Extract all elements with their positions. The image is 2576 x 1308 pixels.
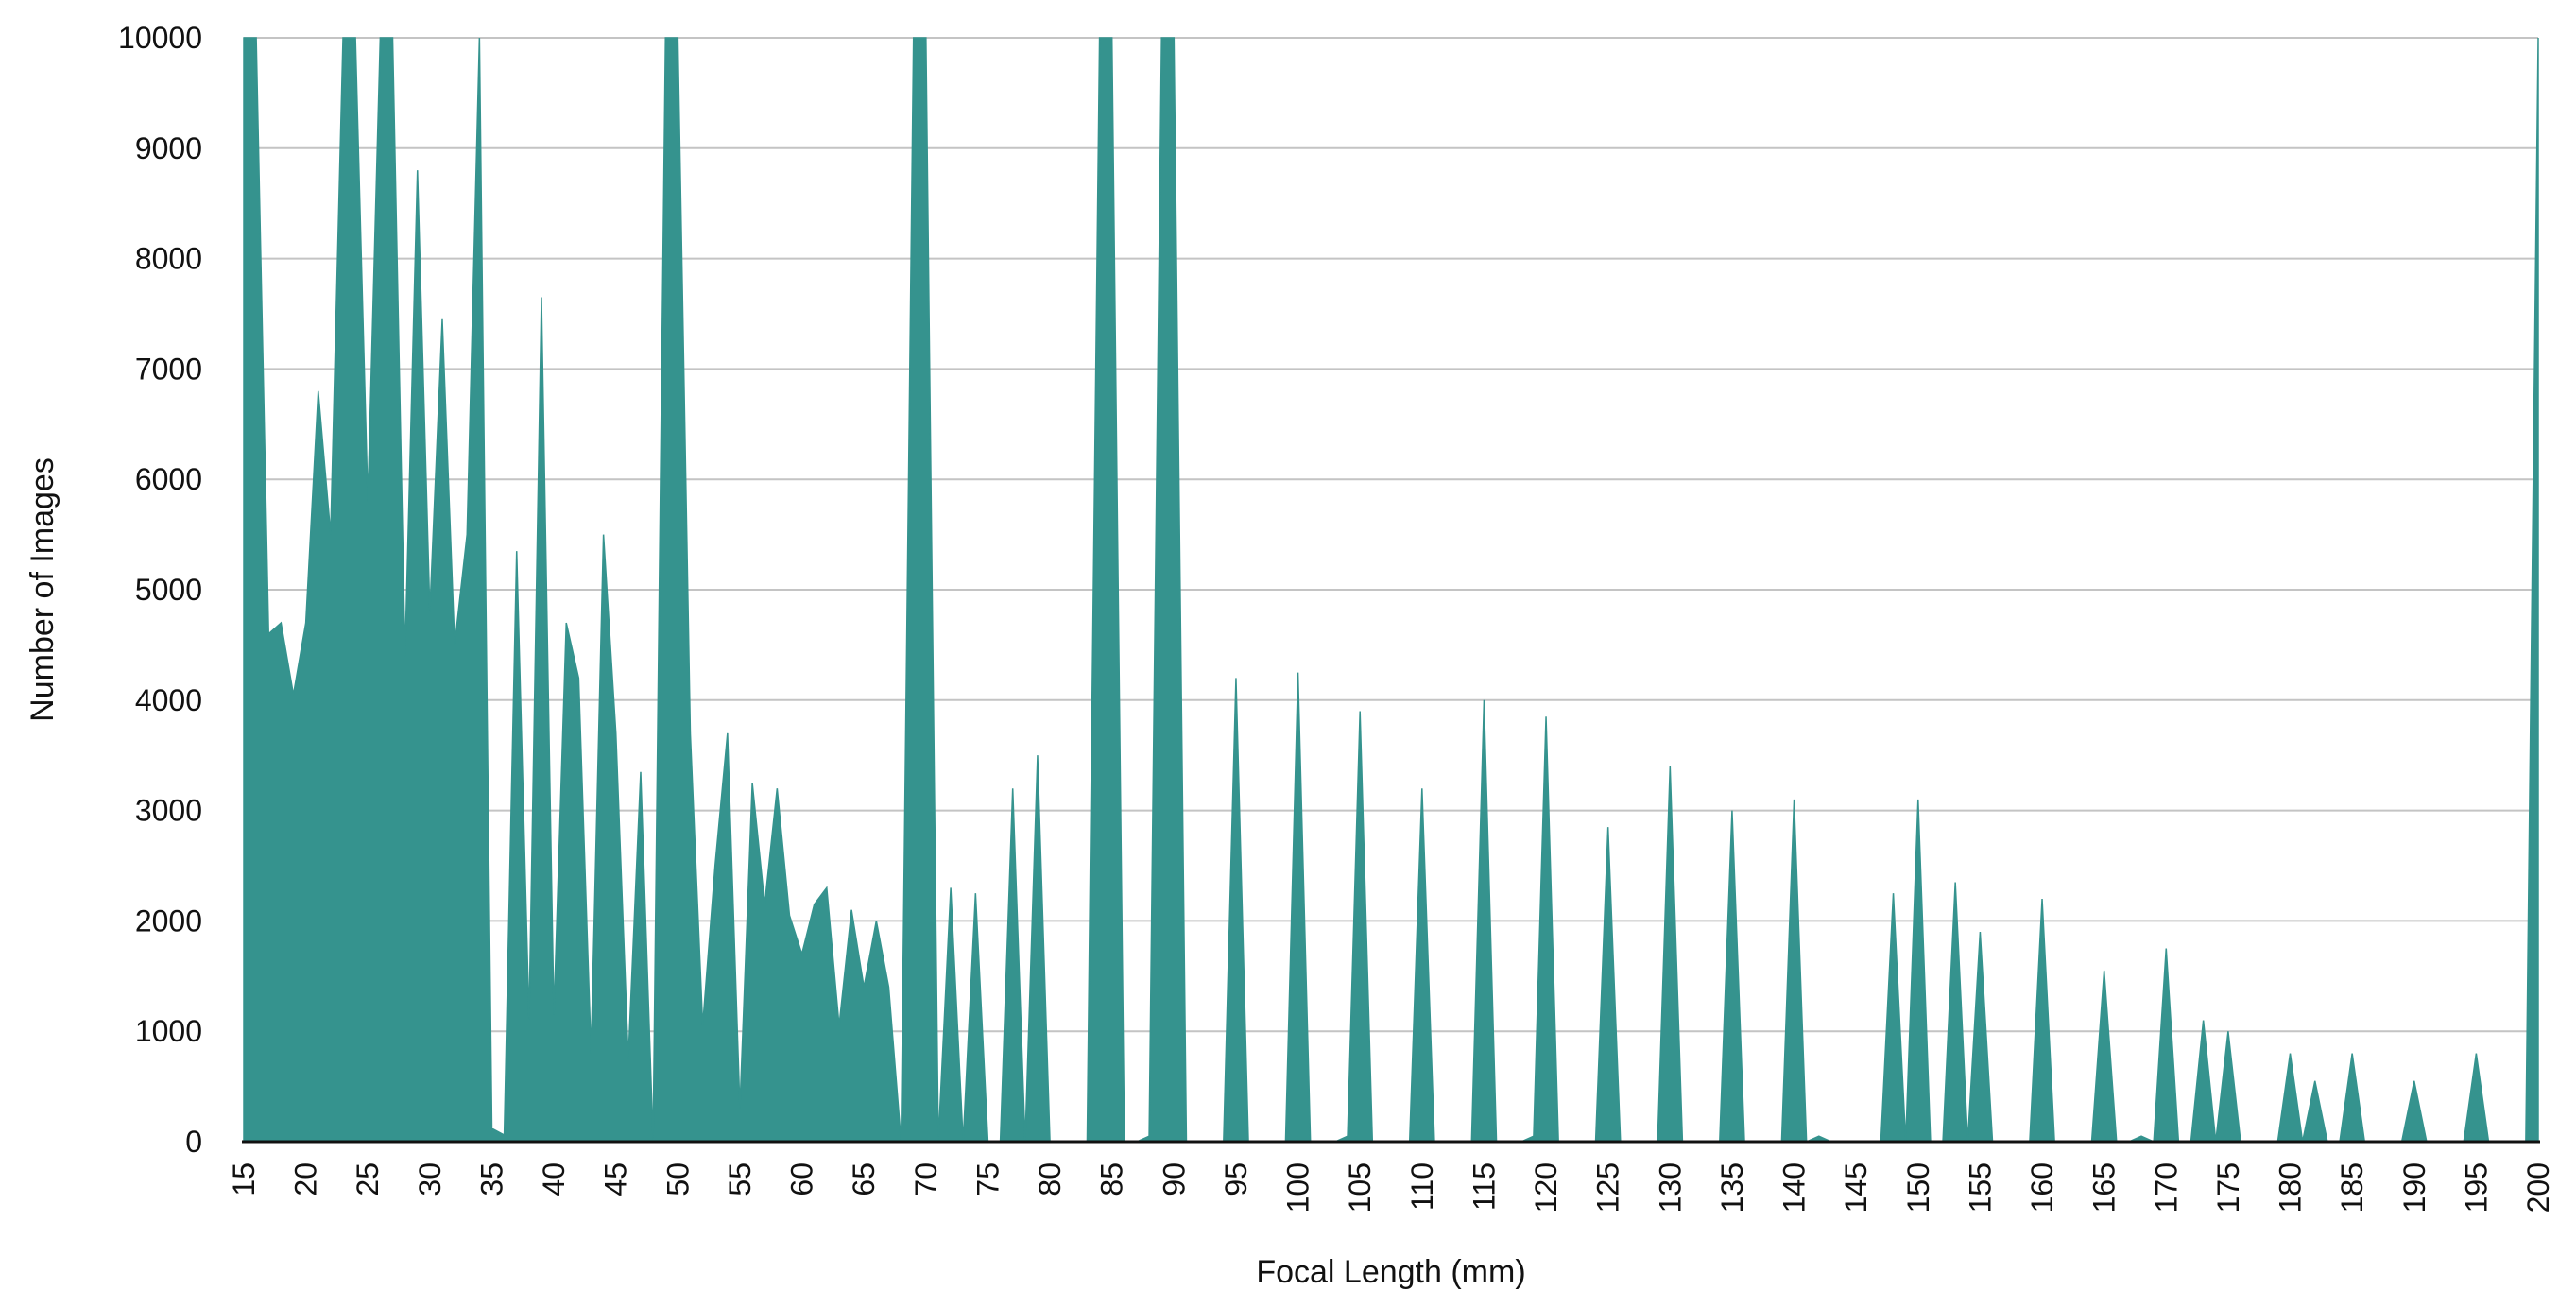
y-axis-title: Number of Images	[25, 457, 60, 722]
y-tick-label: 8000	[135, 242, 202, 276]
x-tick-label: 95	[1219, 1162, 1253, 1196]
x-tick-label: 155	[1963, 1162, 1997, 1213]
x-tick-label: 70	[909, 1162, 943, 1196]
x-axis-ticks: 15 20 25 30 35 40 45 50 55 60 65 70 75 80 85 90 95 100 105…	[227, 1162, 2555, 1213]
x-tick-label: 50	[661, 1162, 695, 1196]
y-tick-label: 5000	[135, 573, 202, 607]
x-tick-label: 85	[1095, 1162, 1129, 1196]
x-tick-label: 35	[474, 1162, 508, 1196]
x-tick-label: 125	[1591, 1162, 1625, 1213]
x-tick-label: 30	[413, 1162, 447, 1196]
x-tick-label: 40	[537, 1162, 571, 1196]
x-tick-label: 15	[227, 1162, 261, 1196]
x-tick-label: 100	[1281, 1162, 1315, 1213]
x-tick-label: 105	[1343, 1162, 1377, 1213]
y-axis-ticks: 0 1000 2000 3000 4000 5000 6000 7000 8000 9000 100…	[118, 21, 202, 1159]
x-tick-label: 130	[1653, 1162, 1687, 1213]
x-tick-label: 75	[970, 1162, 1005, 1196]
x-tick-label: 160	[2025, 1162, 2059, 1213]
gridlines	[244, 37, 2538, 1033]
x-tick-label: 110	[1405, 1162, 1439, 1211]
x-tick-label: 115	[1467, 1162, 1501, 1211]
y-tick-label: 1000	[135, 1014, 202, 1048]
y-tick-label: 9000	[135, 131, 202, 165]
x-tick-label: 25	[351, 1162, 385, 1196]
x-tick-label: 200	[2521, 1162, 2555, 1213]
x-tick-label: 180	[2274, 1162, 2308, 1213]
x-tick-label: 150	[1901, 1162, 1935, 1213]
y-tick-label: 4000	[135, 683, 202, 717]
x-tick-label: 195	[2459, 1162, 2493, 1213]
x-tick-label: 170	[2149, 1162, 2183, 1213]
y-tick-label: 7000	[135, 352, 202, 386]
x-tick-label: 140	[1777, 1162, 1812, 1213]
y-tick-label: 10000	[118, 21, 202, 55]
x-tick-label: 135	[1715, 1162, 1749, 1213]
x-tick-label: 65	[847, 1162, 881, 1196]
x-tick-label: 175	[2211, 1162, 2245, 1213]
x-axis-title: Focal Length (mm)	[1256, 1254, 1525, 1290]
x-tick-label: 80	[1033, 1162, 1067, 1196]
x-tick-label: 20	[289, 1162, 323, 1196]
x-tick-label: 90	[1157, 1162, 1191, 1196]
x-tick-label: 190	[2397, 1162, 2431, 1213]
x-tick-label: 60	[785, 1162, 819, 1196]
x-tick-label: 165	[2087, 1162, 2121, 1213]
x-tick-label: 55	[723, 1162, 757, 1196]
x-tick-label: 45	[599, 1162, 633, 1196]
x-tick-label: 185	[2335, 1162, 2369, 1213]
y-tick-label: 2000	[135, 904, 202, 938]
y-tick-label: 0	[185, 1125, 202, 1159]
y-tick-label: 6000	[135, 462, 202, 496]
x-tick-label: 120	[1529, 1162, 1563, 1213]
x-tick-label: 145	[1839, 1162, 1873, 1213]
y-tick-label: 3000	[135, 794, 202, 828]
